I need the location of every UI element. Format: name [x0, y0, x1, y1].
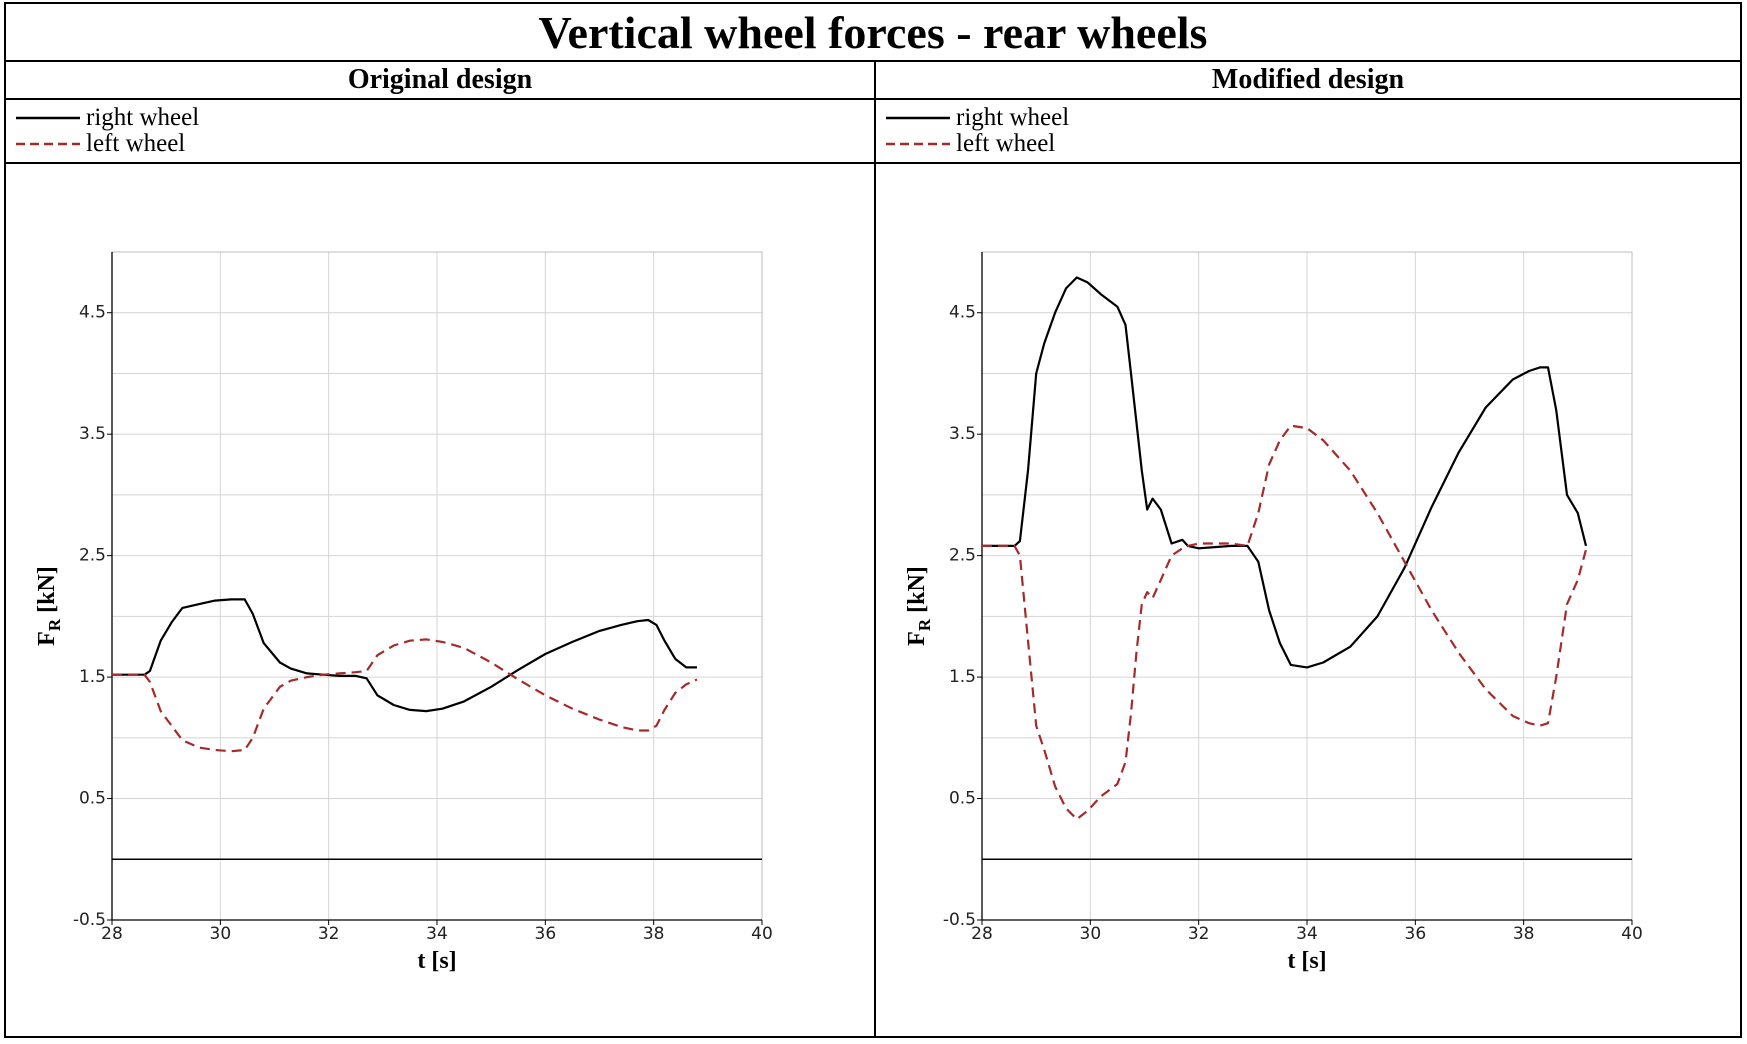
- y-tick-label: 2.5: [79, 546, 106, 566]
- y-axis-title-main: F: [34, 631, 60, 646]
- y-tick-label: -0.5: [73, 910, 106, 930]
- chart-original-design: 28 30 32 34 36 38 40 -0.5 0.5 1.5 2.5 3.5 4.5 t [s] FR…: [34, 251, 773, 974]
- y-tick-label: 0.5: [79, 789, 106, 809]
- panel-modified-design: Modified design right wheel left wheel 2…: [876, 62, 1740, 1036]
- series-line-right-wheel: [112, 598, 697, 713]
- series-line-left-wheel: [112, 638, 698, 753]
- y-tick-label: 0.5: [949, 789, 976, 809]
- x-tick-label: 30: [1080, 924, 1102, 944]
- panel-original-design: Original design right wheel left wheel 2…: [6, 62, 876, 1036]
- y-tick-label: 4.5: [949, 303, 976, 323]
- x-tick-label: 32: [1188, 924, 1210, 944]
- y-axis-title-unit: [kN]: [904, 566, 930, 619]
- legend-modified: right wheel left wheel: [876, 100, 1740, 164]
- legend-label-left-wheel: left wheel: [86, 130, 186, 157]
- series-line-left-wheel: [982, 424, 1588, 821]
- legend-label-left-wheel: left wheel: [956, 130, 1056, 157]
- y-axis-title-unit: [kN]: [34, 566, 60, 619]
- panel-title-modified: Modified design: [876, 62, 1740, 100]
- x-tick-label: 30: [210, 924, 232, 944]
- x-tick-label: 38: [643, 924, 665, 944]
- legend-item-right-wheel: right wheel: [16, 104, 200, 131]
- legend-item-left-wheel: left wheel: [886, 130, 1056, 157]
- legend-solid-line-icon: [886, 116, 950, 120]
- grid-lines: [111, 251, 763, 921]
- x-axis-title: t [s]: [1287, 948, 1326, 974]
- y-tick-label: 1.5: [79, 667, 106, 687]
- y-axis-title: FR [kN]: [904, 566, 934, 646]
- chart-modified-design: 28 30 32 34 36 38 40 -0.5 0.5 1.5 2.5 3.5 4.5 t [s] FR…: [904, 251, 1643, 974]
- x-tick-label: 28: [971, 924, 993, 944]
- x-tick-label: 38: [1513, 924, 1535, 944]
- x-tick-label: 32: [318, 924, 340, 944]
- legend-label-right-wheel: right wheel: [86, 104, 200, 131]
- x-tick-label: 28: [101, 924, 123, 944]
- x-tick-label: 34: [426, 924, 448, 944]
- x-tick-label: 34: [1296, 924, 1318, 944]
- legend-item-right-wheel: right wheel: [886, 104, 1070, 131]
- y-tick-label: -0.5: [943, 910, 976, 930]
- legend-item-left-wheel: left wheel: [16, 130, 186, 157]
- x-axis-title: t [s]: [417, 948, 456, 974]
- legend-original: right wheel left wheel: [6, 100, 874, 164]
- y-tick-label: 2.5: [949, 546, 976, 566]
- y-axis-title-main: F: [904, 631, 930, 646]
- legend-label-right-wheel: right wheel: [956, 104, 1070, 131]
- legend-solid-line-icon: [16, 116, 80, 120]
- y-axis-title-subscript: R: [915, 618, 934, 631]
- grid-lines: [981, 251, 1633, 921]
- y-tick-label: 1.5: [949, 667, 976, 687]
- x-tick-label: 36: [535, 924, 557, 944]
- legend-dashed-line-icon: [16, 142, 80, 146]
- y-axis-title-subscript: R: [45, 618, 64, 631]
- x-tick-label: 36: [1405, 924, 1427, 944]
- y-tick-label: 4.5: [79, 303, 106, 323]
- panel-title-original: Original design: [6, 62, 874, 100]
- y-tick-label: 3.5: [949, 424, 976, 444]
- x-tick-label: 40: [1621, 924, 1643, 944]
- series-line-right-wheel: [982, 276, 1588, 669]
- y-tick-label: 3.5: [79, 424, 106, 444]
- title-row: Vertical wheel forces - rear wheels: [6, 4, 1740, 62]
- figure-frame: Vertical wheel forces - rear wheels Orig…: [4, 2, 1742, 1038]
- legend-dashed-line-icon: [886, 142, 950, 146]
- figure-title: Vertical wheel forces - rear wheels: [538, 6, 1208, 58]
- x-tick-label: 40: [751, 924, 773, 944]
- y-axis-title: FR [kN]: [34, 566, 64, 646]
